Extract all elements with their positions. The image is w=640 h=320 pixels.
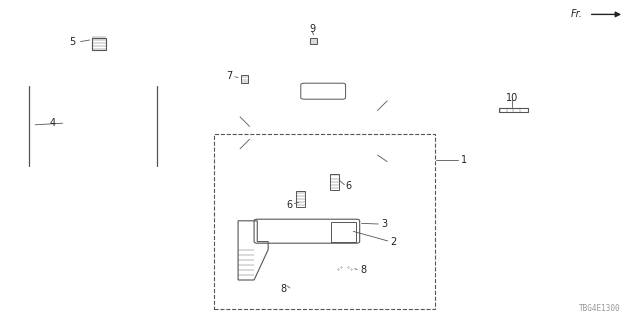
Text: 1: 1 [461,155,467,165]
Text: 4: 4 [50,118,56,128]
Text: 10: 10 [506,92,518,103]
Text: 6: 6 [286,200,292,210]
Bar [296,191,305,207]
Text: 8: 8 [280,284,287,294]
Text: 8: 8 [360,265,367,275]
Text: 9: 9 [309,24,316,35]
Text: 2: 2 [390,236,397,247]
Text: 5: 5 [69,36,76,47]
Text: 3: 3 [381,219,387,229]
Bar [214,134,435,309]
Text: TBG4E1300: TBG4E1300 [579,304,621,313]
Bar [92,38,106,50]
Text: Fr.: Fr. [570,9,582,20]
Bar [330,174,339,190]
Text: 6: 6 [346,180,352,191]
Text: 7: 7 [226,71,232,81]
Bar [331,222,356,242]
Bar [310,38,317,44]
Bar [499,108,528,112]
Bar [241,75,248,83]
